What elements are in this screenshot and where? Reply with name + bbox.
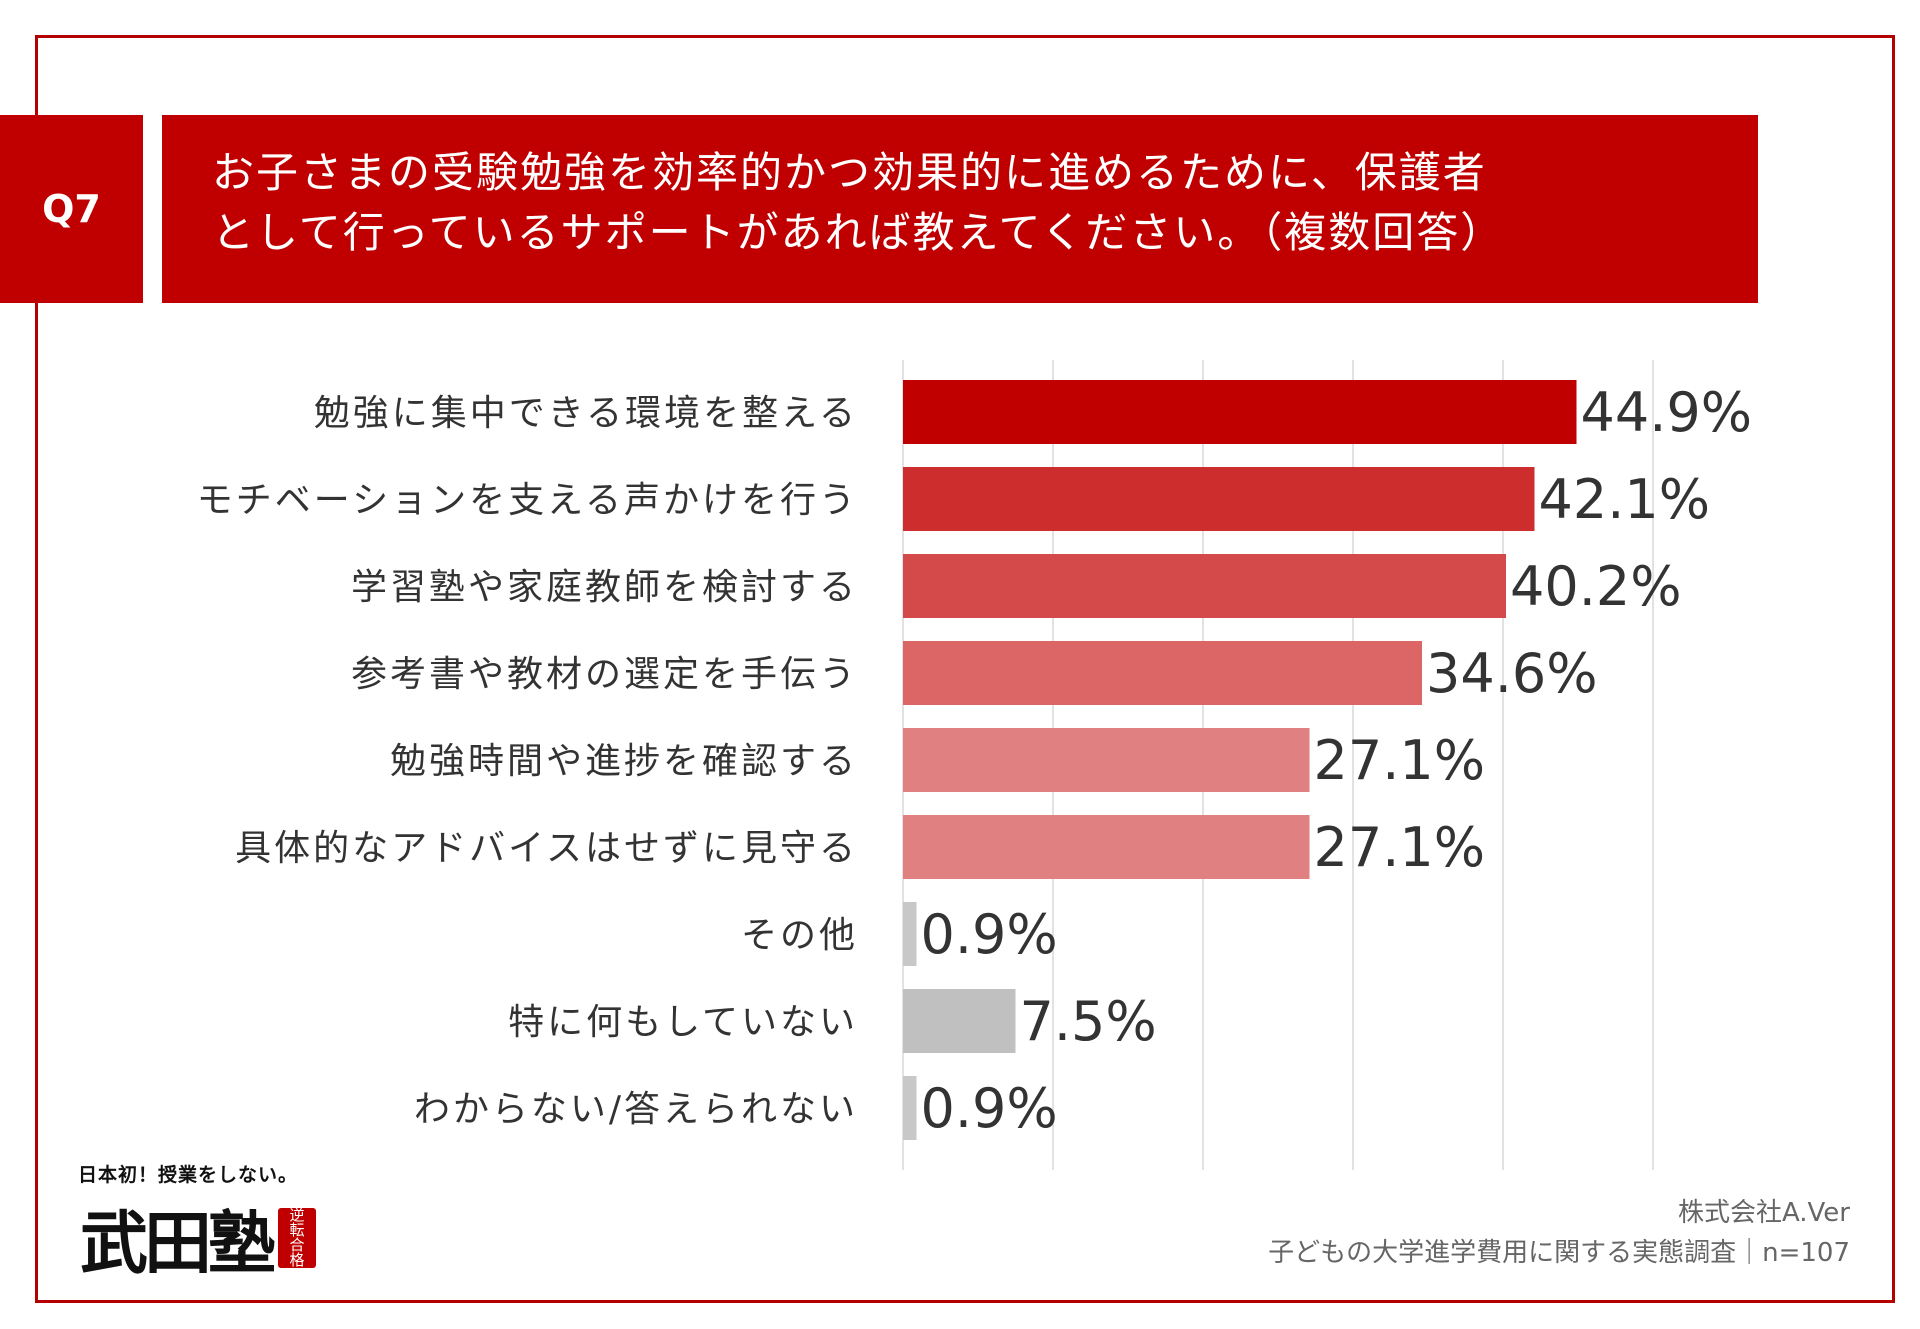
logo-tagline: 日本初！授業をしない。 [78, 1164, 299, 1186]
value-label: 44.9% [1581, 381, 1753, 444]
category-label: 学習塾や家庭教師を検討する [351, 567, 858, 608]
question-title-line-2: として行っているサポートがあれば教えてください。（複数回答） [212, 208, 1505, 257]
bar [903, 641, 1422, 705]
question-number-badge: Q7 [0, 115, 143, 303]
question-title: お子さまの受験勉強を効率的かつ効果的に進めるために、保護者 として行っているサポ… [162, 115, 1758, 303]
bar-chart: 勉強に集中できる環境を整える 44.9% モチベーションを支える声かけを行う 42.1… [197, 360, 1753, 1170]
value-label: 0.9% [921, 903, 1058, 966]
question-number: Q7 [42, 187, 101, 231]
bar [903, 380, 1577, 444]
bar [903, 989, 1016, 1053]
bar [903, 1076, 917, 1140]
logo: 日本初！授業をしない。 武田塾 逆 転 合 格 [78, 1160, 323, 1284]
logo-seal-char: 格 [289, 1251, 305, 1269]
category-label: その他 [741, 915, 858, 956]
logo-seal-char: 合 [289, 1236, 305, 1254]
category-label: 特に何もしていない [508, 1002, 858, 1043]
bar [903, 815, 1310, 879]
category-label: 具体的なアドバイスはせずに見守る [235, 828, 858, 869]
bar [903, 902, 917, 966]
question-title-line-1: お子さまの受験勉強を効率的かつ効果的に進めるために、保護者 [212, 148, 1487, 197]
logo-name: 武田塾 [80, 1204, 276, 1284]
footer-company: 株式会社A.Ver [1677, 1198, 1850, 1228]
category-label: わからない/答えられない [414, 1089, 858, 1130]
category-label: 勉強に集中できる環境を整える [314, 393, 858, 434]
category-label: モチベーションを支える声かけを行う [197, 480, 858, 521]
value-label: 0.9% [921, 1077, 1058, 1140]
footer-credit: 株式会社A.Ver 子どもの大学進学費用に関する実態調査｜n=107 [1268, 1193, 1850, 1273]
outer-frame [35, 35, 1895, 1303]
bar [903, 728, 1310, 792]
logo-seal-char: 転 [289, 1221, 305, 1239]
value-label: 27.1% [1314, 816, 1486, 879]
bar [903, 467, 1535, 531]
logo-seal-char: 逆 [289, 1206, 305, 1224]
bar [903, 554, 1506, 618]
value-label: 7.5% [1020, 990, 1157, 1053]
footer-survey: 子どもの大学進学費用に関する実態調査｜n=107 [1268, 1238, 1850, 1268]
category-label: 参考書や教材の選定を手伝う [351, 654, 858, 695]
category-label: 勉強時間や進捗を確認する [390, 741, 858, 782]
value-label: 27.1% [1314, 729, 1486, 792]
value-label: 42.1% [1539, 468, 1711, 531]
value-label: 40.2% [1510, 555, 1682, 618]
logo-seal: 逆 転 合 格 [278, 1208, 316, 1268]
value-label: 34.6% [1426, 642, 1598, 705]
